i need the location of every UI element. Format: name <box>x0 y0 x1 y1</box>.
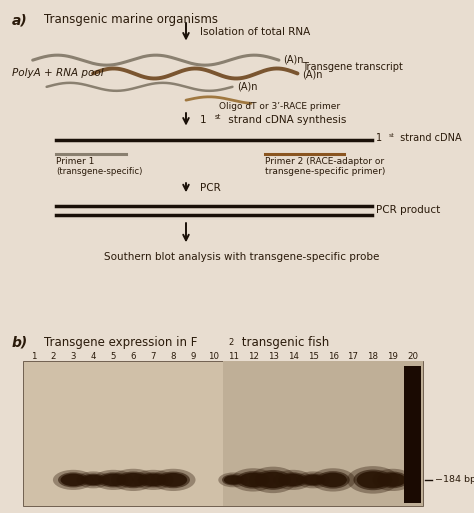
Text: Transgene expression in F: Transgene expression in F <box>45 336 198 349</box>
Ellipse shape <box>156 471 190 488</box>
Text: 14: 14 <box>288 352 299 361</box>
Text: 16: 16 <box>328 352 338 361</box>
Text: 2: 2 <box>229 338 234 347</box>
Ellipse shape <box>58 472 89 487</box>
Text: transgenic fish: transgenic fish <box>238 336 329 349</box>
Ellipse shape <box>224 475 242 484</box>
Ellipse shape <box>119 473 147 487</box>
Text: (A)n: (A)n <box>283 54 304 64</box>
Text: (A)n: (A)n <box>302 69 323 80</box>
Ellipse shape <box>319 472 347 487</box>
Ellipse shape <box>138 472 169 487</box>
Ellipse shape <box>357 471 389 488</box>
Text: 1: 1 <box>200 114 207 125</box>
Text: 1: 1 <box>376 133 383 143</box>
Ellipse shape <box>311 468 356 491</box>
Ellipse shape <box>279 472 308 487</box>
Text: Isolation of total RNA: Isolation of total RNA <box>200 27 310 37</box>
Text: Transgenic marine organisms: Transgenic marine organisms <box>45 13 219 27</box>
Text: strand cDNA: strand cDNA <box>397 133 462 143</box>
Ellipse shape <box>140 473 166 486</box>
Ellipse shape <box>231 468 275 491</box>
Text: 15: 15 <box>308 352 319 361</box>
Ellipse shape <box>354 469 392 490</box>
Ellipse shape <box>219 472 248 487</box>
Ellipse shape <box>151 469 195 491</box>
Text: 3: 3 <box>71 352 76 361</box>
Ellipse shape <box>222 475 244 485</box>
Text: Primer 1: Primer 1 <box>56 156 94 166</box>
Text: PolyA + RNA pool: PolyA + RNA pool <box>12 69 103 78</box>
Ellipse shape <box>274 470 312 490</box>
Text: 12: 12 <box>247 352 259 361</box>
Ellipse shape <box>237 471 270 488</box>
Ellipse shape <box>93 470 134 490</box>
Ellipse shape <box>373 469 413 491</box>
Text: st: st <box>389 133 395 137</box>
Text: st: st <box>215 114 221 120</box>
Text: Transgene transcript: Transgene transcript <box>302 62 403 72</box>
Ellipse shape <box>111 469 155 491</box>
Ellipse shape <box>159 473 187 487</box>
Text: 1: 1 <box>31 352 36 361</box>
Text: Primer 2 (RACE-adaptor or: Primer 2 (RACE-adaptor or <box>265 156 384 166</box>
Ellipse shape <box>281 473 305 486</box>
Text: 10: 10 <box>208 352 219 361</box>
Ellipse shape <box>380 473 406 487</box>
Ellipse shape <box>258 471 288 488</box>
Text: 9: 9 <box>191 352 196 361</box>
Text: −184 bp: −184 bp <box>435 476 474 484</box>
Ellipse shape <box>249 467 297 493</box>
Text: PCR: PCR <box>200 183 221 193</box>
Ellipse shape <box>81 473 106 486</box>
Text: transgene-specific primer): transgene-specific primer) <box>265 167 385 175</box>
Ellipse shape <box>239 472 267 487</box>
Text: 7: 7 <box>151 352 156 361</box>
Ellipse shape <box>347 466 399 494</box>
Text: 18: 18 <box>367 352 378 361</box>
Ellipse shape <box>302 475 323 485</box>
Text: 20: 20 <box>408 352 419 361</box>
Bar <box>23 361 423 506</box>
Ellipse shape <box>77 471 110 488</box>
Text: (A)n: (A)n <box>237 82 257 91</box>
Text: Oligo dT or 3’-RACE primer: Oligo dT or 3’-RACE primer <box>219 102 340 111</box>
Text: 4: 4 <box>91 352 96 361</box>
Ellipse shape <box>296 471 330 488</box>
Text: 6: 6 <box>130 352 136 361</box>
Text: (transgene-specific): (transgene-specific) <box>56 167 142 175</box>
Text: 2: 2 <box>51 352 56 361</box>
Text: 17: 17 <box>347 352 358 361</box>
Text: 13: 13 <box>268 352 279 361</box>
Ellipse shape <box>301 473 326 486</box>
Ellipse shape <box>100 473 126 486</box>
Bar <box>404 366 421 503</box>
Text: PCR product: PCR product <box>376 205 441 215</box>
Ellipse shape <box>117 471 150 488</box>
Text: 11: 11 <box>228 352 238 361</box>
Ellipse shape <box>61 473 86 486</box>
Text: a): a) <box>12 13 27 28</box>
Ellipse shape <box>378 471 408 488</box>
Text: 5: 5 <box>110 352 116 361</box>
Ellipse shape <box>83 475 104 485</box>
Ellipse shape <box>53 470 94 490</box>
Text: 8: 8 <box>171 352 176 361</box>
Text: Southern blot analysis with transgene-specific probe: Southern blot analysis with transgene-sp… <box>104 252 379 262</box>
Text: b): b) <box>12 336 28 350</box>
Ellipse shape <box>133 470 173 490</box>
Ellipse shape <box>316 471 350 488</box>
Ellipse shape <box>255 470 291 490</box>
Text: strand cDNA synthesis: strand cDNA synthesis <box>226 114 347 125</box>
Ellipse shape <box>98 472 128 487</box>
Text: 19: 19 <box>388 352 398 361</box>
Bar <box>223 361 423 506</box>
